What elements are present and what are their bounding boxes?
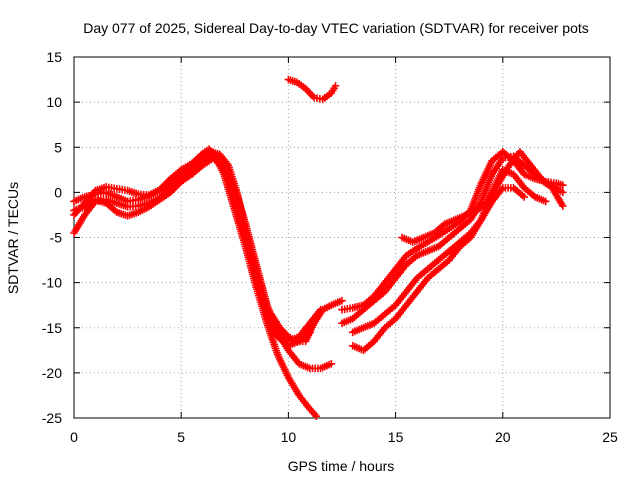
data-point — [327, 360, 336, 368]
y-tick-label: 5 — [54, 139, 62, 155]
x-tick-label: 10 — [281, 429, 297, 445]
series-track-k — [398, 147, 567, 246]
y-axis-label: SDTVAR / TECUs — [5, 182, 21, 294]
grid-lines — [74, 57, 610, 418]
x-tick-label: 0 — [70, 429, 78, 445]
x-tick-label: 20 — [495, 429, 511, 445]
y-tick-label: -5 — [50, 230, 63, 246]
y-tick-label: 15 — [46, 49, 62, 65]
data-point — [559, 188, 567, 197]
data-point — [559, 202, 567, 210]
data-point — [331, 82, 340, 90]
series-track-j — [348, 184, 529, 355]
data-point — [559, 181, 567, 189]
y-tick-label: 0 — [54, 184, 62, 200]
y-tick-label: -25 — [42, 410, 62, 426]
chart-title: Day 077 of 2025, Sidereal Day-to-day VTE… — [83, 20, 589, 36]
series-track-f — [284, 75, 340, 104]
series-track-c — [70, 147, 325, 346]
series-track-e — [267, 296, 346, 346]
y-tick-label: -20 — [42, 365, 62, 381]
data-point — [338, 296, 346, 305]
y-tick-label: -10 — [42, 275, 62, 291]
x-tick-label: 5 — [177, 429, 185, 445]
x-tick-label: 15 — [388, 429, 404, 445]
axis-ticks: 0 5 10 15 20 25 15 10 5 0 -5 -10 -15 -20 -25 — [42, 49, 618, 445]
y-tick-label: -15 — [42, 320, 62, 336]
x-axis-label: GPS time / hours — [288, 458, 395, 474]
data-point — [541, 197, 550, 206]
x-tick-label: 25 — [602, 429, 618, 445]
data-point — [520, 193, 529, 201]
data-point — [312, 412, 321, 420]
y-tick-label: 10 — [46, 94, 62, 110]
data-points — [70, 75, 567, 420]
